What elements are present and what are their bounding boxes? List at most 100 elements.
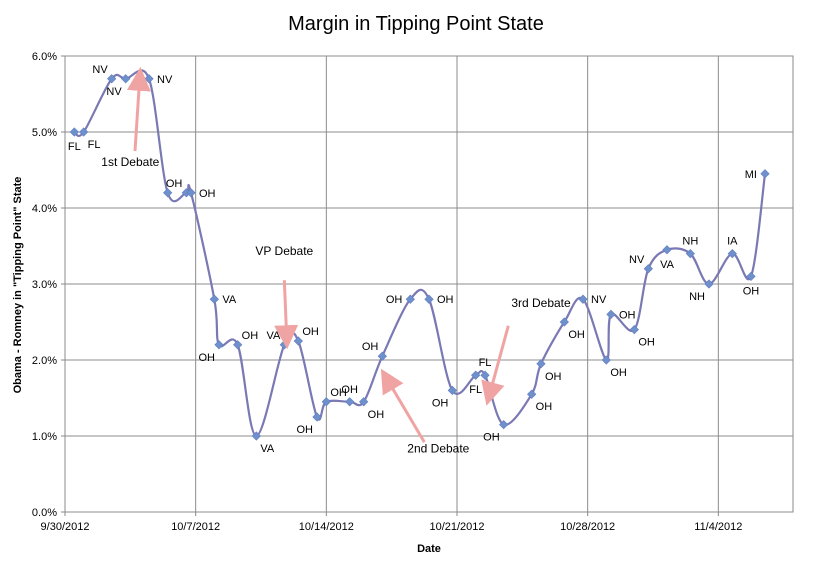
y-tick-label: 0.0% [32,507,57,519]
point-label: OH [483,432,500,444]
data-point [601,355,611,365]
annotation-label: 2nd Debate [407,442,469,456]
point-label: OH [536,401,553,413]
x-axis-title: Date [417,543,441,555]
point-label: OH [437,294,454,306]
data-point [345,397,355,407]
point-label: IA [727,236,738,248]
point-label: OH [242,330,259,342]
point-label: FL [88,139,101,151]
point-label: OH [199,188,216,200]
point-label: OH [638,337,655,349]
data-point [527,389,537,399]
annotation-label: 3rd Debate [511,296,571,310]
x-tick-label: 10/28/2012 [560,521,615,533]
point-labels: FL FL NV NV NV OH OH VA OH OH VA VA OH OH OH OH OH OH OH OH… [68,64,759,455]
data-point [760,169,770,179]
data-point [643,264,653,274]
point-label: OH [330,387,347,399]
point-label: OH [386,294,403,306]
data-point [214,340,224,350]
point-label: VA [222,294,237,306]
annotations: 1st Debate VP Debate 2nd Debate 3rd Debate [101,66,571,456]
point-label: OH [341,384,358,396]
data-point [79,127,89,137]
series-path [73,69,767,438]
x-tick-label: 10/7/2012 [171,521,220,533]
point-label: NV [92,64,108,76]
point-label: OH [166,178,183,190]
data-point [312,412,322,422]
point-label: OH [545,371,562,383]
data-point [559,317,569,327]
data-point [499,419,509,430]
annotation-label: 1st Debate [101,155,159,169]
y-axis-title: Obama - Romney in "Tipping Point" State [12,177,24,394]
data-point [359,397,369,407]
point-label: OH [743,285,760,297]
data-point [209,294,219,304]
y-tick-label: 4.0% [32,203,57,215]
y-tick-label: 5.0% [32,127,57,139]
data-point [233,340,243,350]
y-tick-label: 2.0% [32,355,57,367]
point-label: OH [432,397,449,409]
point-label: NH [689,291,705,303]
point-label: NV [157,74,173,86]
data-point [321,397,331,407]
point-label: VA [266,330,281,342]
data-point [163,188,173,198]
point-label: NV [591,294,607,306]
gridlines [61,55,793,516]
data-point [746,271,756,282]
data-points [69,74,770,441]
data-point [578,294,588,304]
data-point [662,245,672,255]
data-point [685,248,695,259]
annotation-label: VP Debate [255,244,313,258]
point-label: OH [619,309,636,321]
point-label: NH [682,236,698,248]
annotation-arrow [274,280,299,350]
point-label: OH [199,352,216,364]
data-point [186,188,196,198]
data-point [536,359,546,369]
point-label: OH [302,326,319,338]
point-label: NV [629,254,645,266]
data-point [405,294,415,304]
annotation-arrow [380,368,426,443]
annotation-arrow [481,325,510,406]
point-label: OH [362,341,379,353]
series-line [73,69,767,438]
y-tick-label: 3.0% [32,279,57,291]
point-label: FL [469,384,482,396]
y-tick-label: 1.0% [32,431,57,443]
point-label: FL [479,357,492,369]
data-point [480,370,490,380]
chart-title: Margin in Tipping Point State [288,13,544,35]
x-tick-label: 10/14/2012 [299,521,354,533]
x-tick-label: 10/21/2012 [429,521,484,533]
point-label: OH [568,329,585,341]
data-point [107,74,117,84]
data-point [704,279,714,289]
point-label: VA [260,443,275,455]
data-point [471,370,481,380]
point-label: MI [745,169,757,181]
point-label: VA [660,259,675,271]
x-tick-label: 9/30/2012 [41,521,90,533]
data-point [69,127,79,137]
point-label: FL [68,141,81,153]
y-tick-label: 6.0% [32,51,57,63]
data-point [377,351,387,361]
annotation-arrow [126,66,151,152]
point-label: OH [297,424,314,436]
data-point [447,385,457,396]
point-label: OH [368,409,385,421]
data-point [251,431,261,441]
data-point [606,309,616,320]
point-label: OH [610,367,627,379]
point-label: NV [106,86,122,98]
data-point [727,248,737,259]
